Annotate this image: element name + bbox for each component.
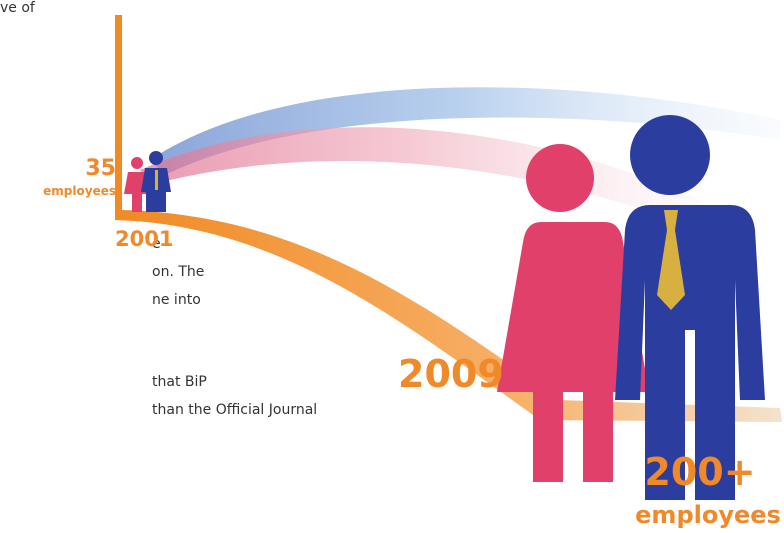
body-text: e xyxy=(152,236,161,252)
body-text: on. The xyxy=(152,264,204,280)
start-unit: employees xyxy=(43,184,116,198)
growth-arc xyxy=(140,127,700,230)
start-count: 35 xyxy=(85,156,116,181)
growth-arc xyxy=(150,87,780,175)
body-text: than the Official Journal xyxy=(152,402,317,418)
end-count: 200+ xyxy=(644,450,755,494)
small-figures xyxy=(124,151,171,212)
body-text: ve of xyxy=(0,0,36,16)
timeline-road xyxy=(115,15,782,422)
end-year: 2009 xyxy=(398,352,504,396)
start-year: 2001 xyxy=(115,227,173,251)
body-text: that BiP xyxy=(152,374,207,390)
large-figures xyxy=(497,115,765,500)
end-unit: employees xyxy=(635,501,781,529)
body-text: ne into xyxy=(152,292,201,308)
